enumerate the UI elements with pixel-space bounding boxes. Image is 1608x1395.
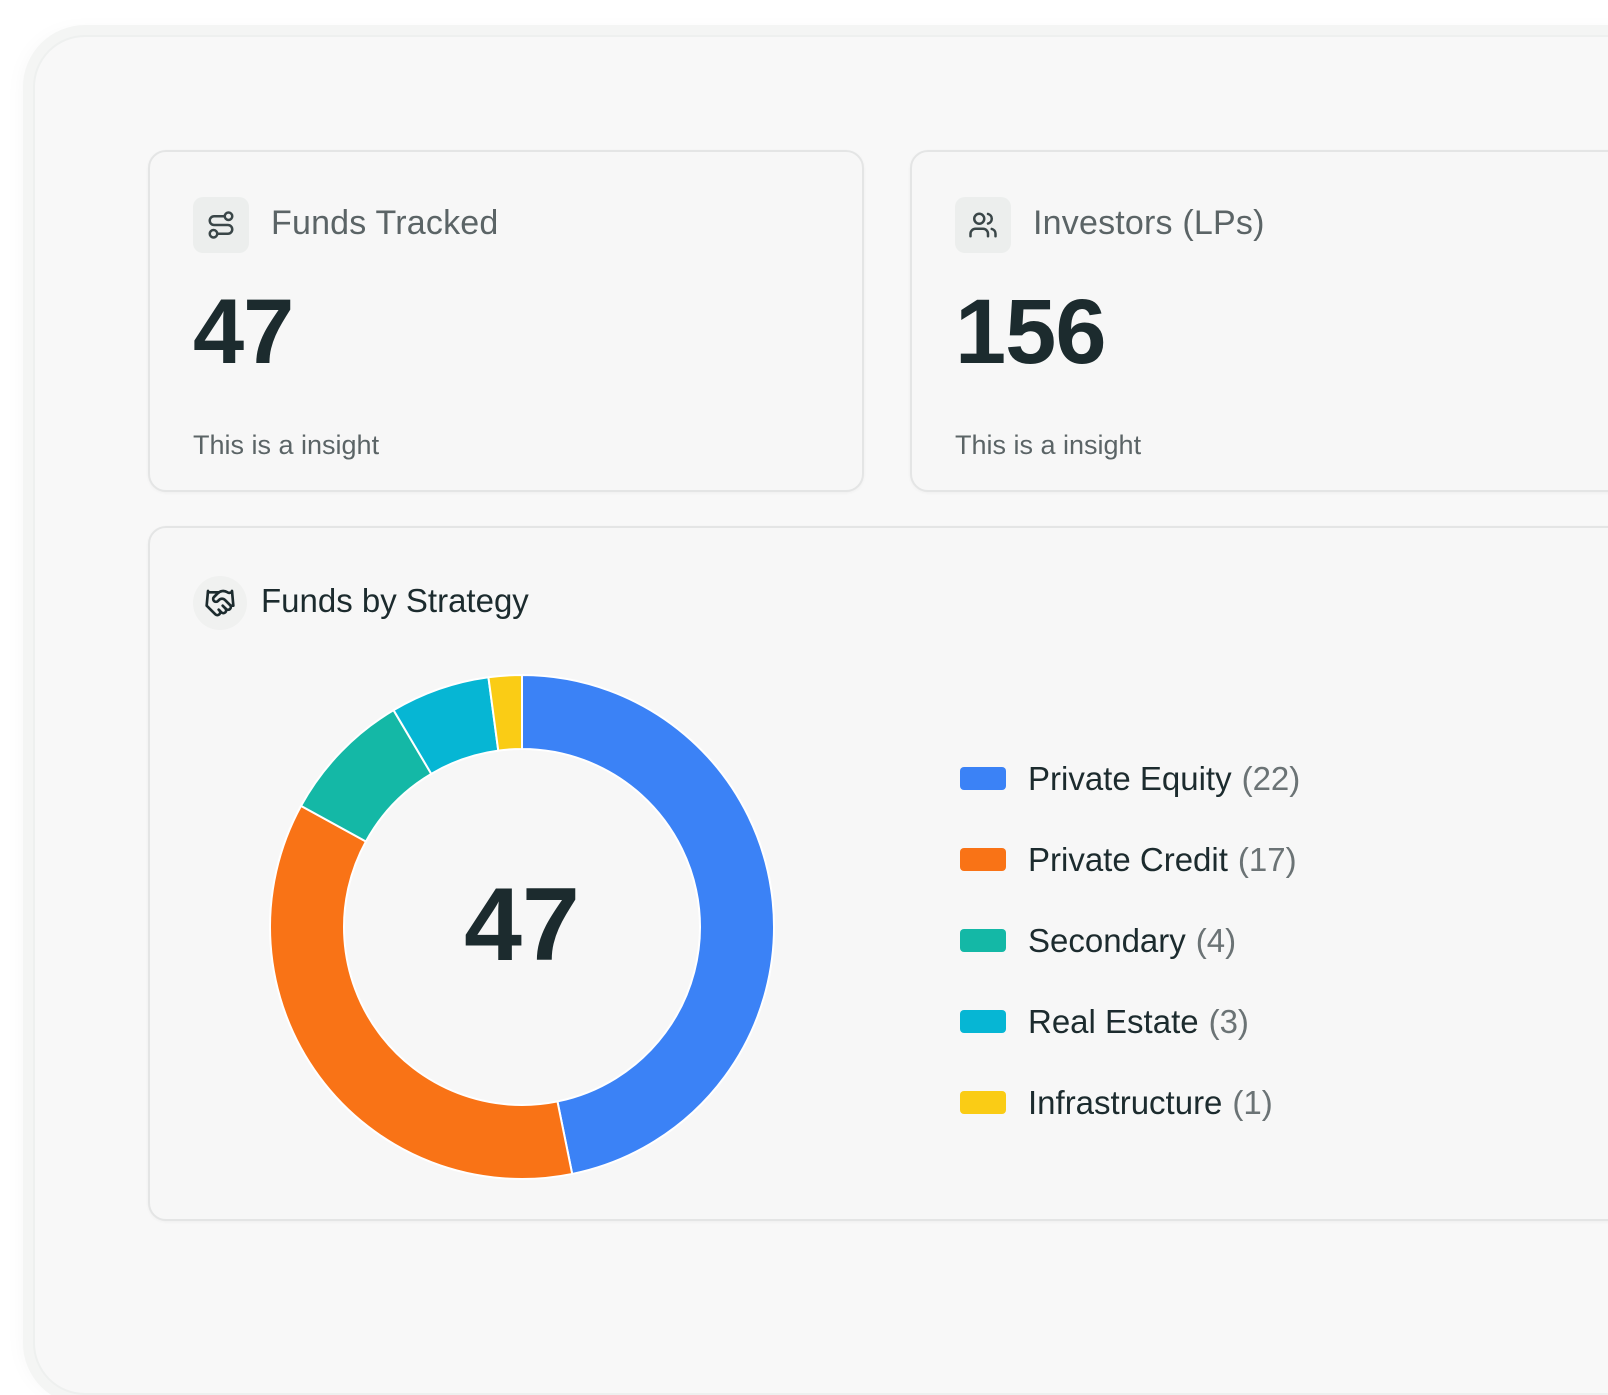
handshake-icon <box>193 576 247 630</box>
stat-insight: This is a insight <box>955 430 1142 460</box>
route-icon <box>193 197 249 253</box>
stat-value: 47 <box>193 281 294 383</box>
legend-item[interactable]: Private Credit (17) <box>960 819 1300 900</box>
legend-label: Private Credit <box>1028 840 1228 878</box>
stat-label: Investors (LPs) <box>1033 204 1265 242</box>
stat-insight: This is a insight <box>193 430 380 460</box>
funds-tracked-card[interactable]: Funds Tracked 47 This is a insight <box>148 150 864 492</box>
legend-swatch <box>960 929 1006 952</box>
stat-value: 156 <box>955 281 1106 383</box>
legend-label: Secondary <box>1028 921 1186 959</box>
legend-item[interactable]: Real Estate (3) <box>960 981 1300 1062</box>
funds-by-strategy-card: Funds by Strategy 47 Private Equity (22) P… <box>148 526 1608 1221</box>
legend-count: (22) <box>1241 759 1301 797</box>
chart-legend: Private Equity (22) Private Credit (17) Seco… <box>960 738 1300 1143</box>
legend-swatch <box>960 1091 1006 1114</box>
legend-count: (3) <box>1208 1002 1249 1040</box>
stat-label: Funds Tracked <box>271 204 499 242</box>
legend-item[interactable]: Secondary (4) <box>960 900 1300 981</box>
users-icon <box>955 197 1011 253</box>
legend-swatch <box>960 848 1006 871</box>
legend-label: Private Equity <box>1028 759 1232 797</box>
legend-label: Real Estate <box>1028 1002 1199 1040</box>
legend-count: (17) <box>1237 840 1297 878</box>
legend-swatch <box>960 767 1006 790</box>
strategy-donut-chart: 47 <box>269 673 775 1180</box>
donut-slice-private-credit[interactable] <box>269 804 574 1180</box>
legend-label: Infrastructure <box>1028 1083 1223 1121</box>
investors-card[interactable]: Investors (LPs) 156 This is a insight <box>910 150 1608 492</box>
dashboard-window: Funds Tracked 47 This is a insight Inves… <box>33 35 1608 1395</box>
legend-count: (4) <box>1195 921 1237 959</box>
legend-count: (1) <box>1232 1083 1273 1121</box>
legend-item[interactable]: Infrastructure (1) <box>960 1062 1300 1143</box>
donut-slice-infrastructure[interactable] <box>487 673 523 752</box>
chart-title: Funds by Strategy <box>261 582 529 619</box>
legend-swatch <box>960 1010 1006 1033</box>
legend-item[interactable]: Private Equity (22) <box>960 738 1300 819</box>
donut-center-total: 47 <box>464 867 580 983</box>
donut-slice-private-equity[interactable] <box>521 673 775 1176</box>
